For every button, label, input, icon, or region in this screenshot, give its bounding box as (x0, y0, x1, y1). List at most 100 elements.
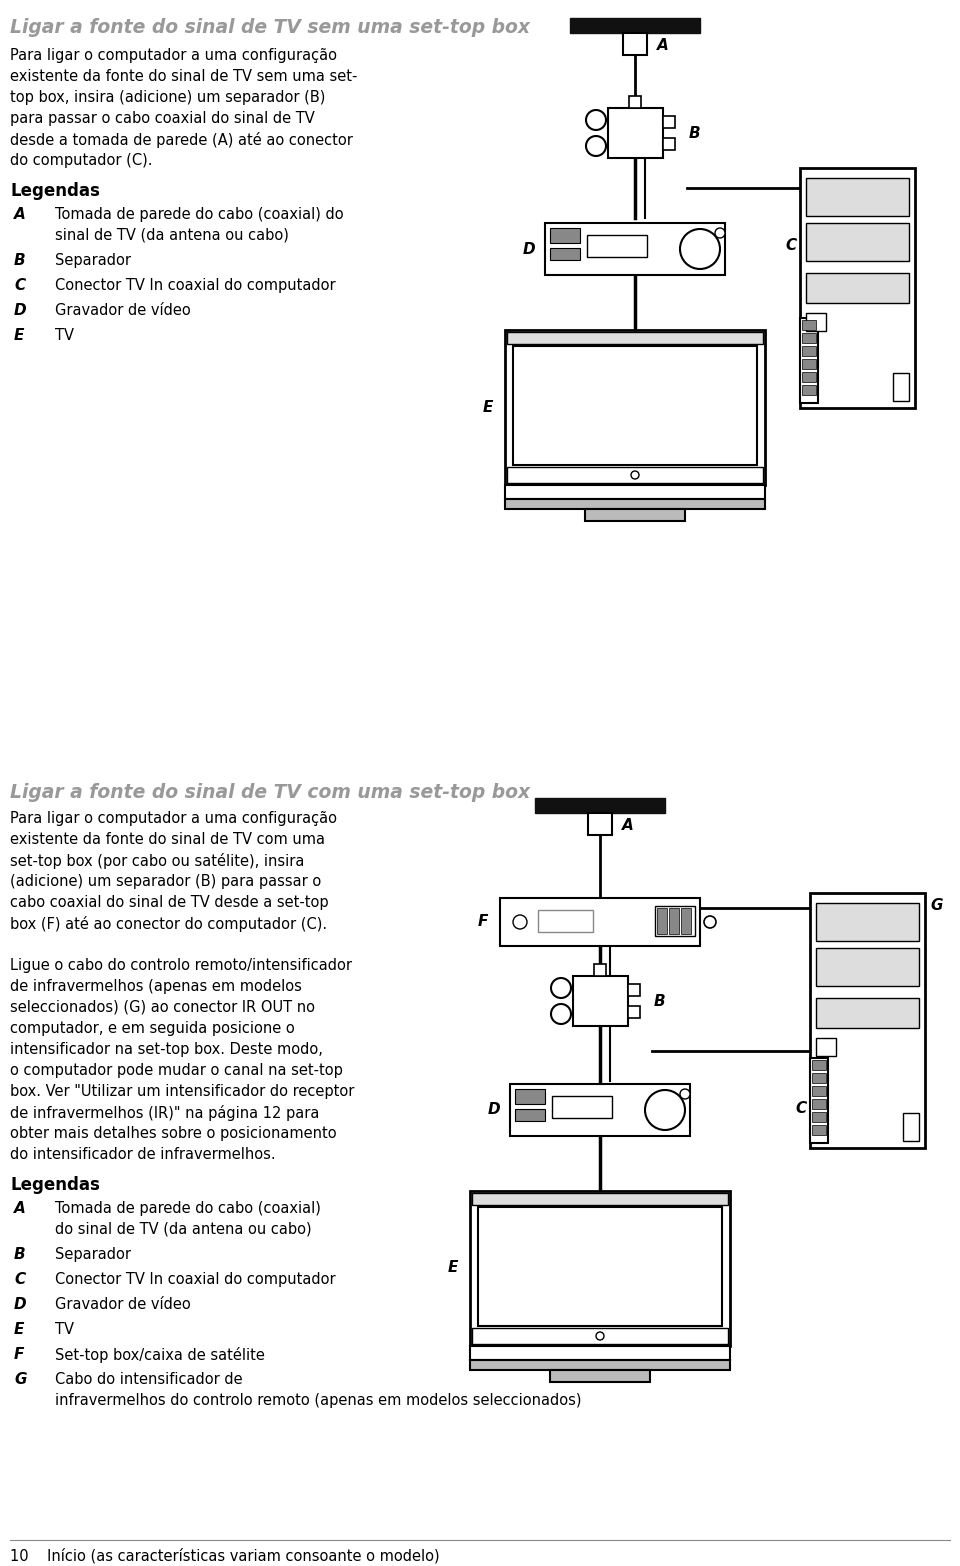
Bar (812, 1085, 826, 1096)
Text: (adicione) um separador (B) para passar o: (adicione) um separador (B) para passar … (10, 874, 322, 889)
Bar (812, 1112, 826, 1121)
Text: D: D (523, 241, 536, 257)
Text: box (F) até ao conector do computador (C).: box (F) até ao conector do computador (C… (10, 916, 327, 932)
Text: Ligar a fonte do sinal de TV com uma set-top box: Ligar a fonte do sinal de TV com uma set… (10, 783, 530, 802)
Text: do sinal de TV (da antena ou cabo): do sinal de TV (da antena ou cabo) (55, 1221, 312, 1237)
Bar (545, 222, 725, 276)
Text: E: E (448, 1261, 458, 1275)
Bar (594, 965, 606, 976)
Bar (623, 33, 647, 55)
Text: Gravador de vídeo: Gravador de vídeo (55, 302, 191, 318)
Bar (510, 1084, 690, 1135)
Text: C: C (795, 1101, 806, 1117)
Bar (550, 229, 580, 243)
Text: para passar o cabo coaxial do sinal de TV: para passar o cabo coaxial do sinal de T… (10, 111, 315, 125)
Bar (802, 346, 816, 355)
Text: Gravador de vídeo: Gravador de vídeo (55, 1297, 191, 1312)
Bar (472, 1193, 728, 1204)
Circle shape (680, 229, 720, 269)
Bar (816, 998, 919, 1027)
Bar (816, 904, 919, 941)
Bar (505, 330, 765, 485)
Text: Para ligar o computador a uma configuração: Para ligar o computador a uma configuraç… (10, 49, 337, 63)
Text: de infravermelhos (IR)" na página 12 para: de infravermelhos (IR)" na página 12 par… (10, 1106, 320, 1121)
Bar (655, 907, 695, 936)
Bar (816, 1038, 836, 1055)
Bar (505, 500, 765, 509)
Text: F: F (478, 915, 489, 930)
Text: D: D (488, 1102, 500, 1118)
Bar (800, 168, 915, 409)
Bar (812, 1099, 826, 1109)
Bar (507, 332, 763, 345)
Bar (802, 319, 816, 330)
Text: Para ligar o computador a uma configuração: Para ligar o computador a uma configuraç… (10, 811, 337, 825)
Text: Ligue o cabo do controlo remoto/intensificador: Ligue o cabo do controlo remoto/intensif… (10, 958, 352, 972)
Circle shape (645, 1090, 685, 1131)
Bar (550, 1370, 650, 1383)
Text: Legendas: Legendas (10, 182, 100, 200)
Circle shape (680, 1088, 690, 1099)
Text: G: G (930, 897, 943, 913)
Circle shape (551, 1004, 571, 1024)
Text: cabo coaxial do sinal de TV desde a set-top: cabo coaxial do sinal de TV desde a set-… (10, 896, 328, 910)
Circle shape (631, 471, 639, 479)
Text: desde a tomada de parede (A) até ao conector: desde a tomada de parede (A) até ao cone… (10, 132, 353, 149)
Text: Legendas: Legendas (10, 1176, 100, 1193)
Bar (806, 272, 909, 302)
Bar (505, 485, 765, 500)
Bar (472, 1328, 728, 1344)
Text: sinal de TV (da antena ou cabo): sinal de TV (da antena ou cabo) (55, 229, 289, 243)
Text: computador, e em seguida posicione o: computador, e em seguida posicione o (10, 1021, 295, 1037)
Bar (535, 799, 665, 813)
Bar (806, 179, 909, 216)
Text: E: E (14, 327, 24, 343)
Text: de infravermelhos (apenas em modelos: de infravermelhos (apenas em modelos (10, 979, 301, 994)
Circle shape (704, 916, 716, 929)
Text: o computador pode mudar o canal na set-top: o computador pode mudar o canal na set-t… (10, 1063, 343, 1077)
Bar (470, 1359, 730, 1370)
Text: existente da fonte do sinal de TV sem uma set-: existente da fonte do sinal de TV sem um… (10, 69, 357, 85)
Bar (681, 908, 691, 933)
Bar (588, 813, 612, 835)
Bar (893, 373, 909, 401)
Bar (515, 1109, 545, 1121)
Bar (800, 318, 818, 402)
Text: B: B (14, 1247, 26, 1262)
Text: C: C (14, 1272, 25, 1287)
Bar (810, 1059, 828, 1143)
Text: C: C (785, 238, 796, 254)
Text: A: A (657, 38, 669, 53)
Text: Ligar a fonte do sinal de TV sem uma set-top box: Ligar a fonte do sinal de TV sem uma set… (10, 17, 530, 38)
Circle shape (596, 1333, 604, 1340)
Bar (500, 897, 700, 946)
Bar (608, 108, 663, 158)
Text: existente da fonte do sinal de TV com uma: existente da fonte do sinal de TV com um… (10, 832, 325, 847)
Text: A: A (14, 207, 26, 222)
Bar (628, 1005, 640, 1018)
Text: top box, insira (adicione) um separador (B): top box, insira (adicione) um separador … (10, 89, 325, 105)
Bar (478, 1207, 722, 1326)
Text: Set-top box/caixa de satélite: Set-top box/caixa de satélite (55, 1347, 265, 1362)
Circle shape (586, 136, 606, 157)
Bar (669, 908, 679, 933)
Bar (806, 313, 826, 330)
Bar (816, 947, 919, 987)
Text: Tomada de parede do cabo (coaxial) do: Tomada de parede do cabo (coaxial) do (55, 207, 344, 222)
Bar (663, 138, 675, 150)
Bar (663, 116, 675, 128)
Text: 10    Início (as características variam consoante o modelo): 10 Início (as características variam con… (10, 1549, 440, 1563)
Text: box. Ver "Utilizar um intensificador do receptor: box. Ver "Utilizar um intensificador do … (10, 1084, 354, 1099)
Circle shape (551, 979, 571, 998)
Bar (470, 1347, 730, 1359)
Text: D: D (14, 302, 27, 318)
Text: E: E (483, 399, 493, 415)
Text: Separador: Separador (55, 1247, 131, 1262)
Bar (585, 509, 685, 521)
Circle shape (586, 110, 606, 130)
Bar (552, 1096, 612, 1118)
Text: B: B (654, 993, 665, 1009)
Text: Conector TV In coaxial do computador: Conector TV In coaxial do computador (55, 279, 336, 293)
Bar (629, 96, 641, 108)
Text: obter mais detalhes sobre o posicionamento: obter mais detalhes sobre o posicionamen… (10, 1126, 337, 1142)
